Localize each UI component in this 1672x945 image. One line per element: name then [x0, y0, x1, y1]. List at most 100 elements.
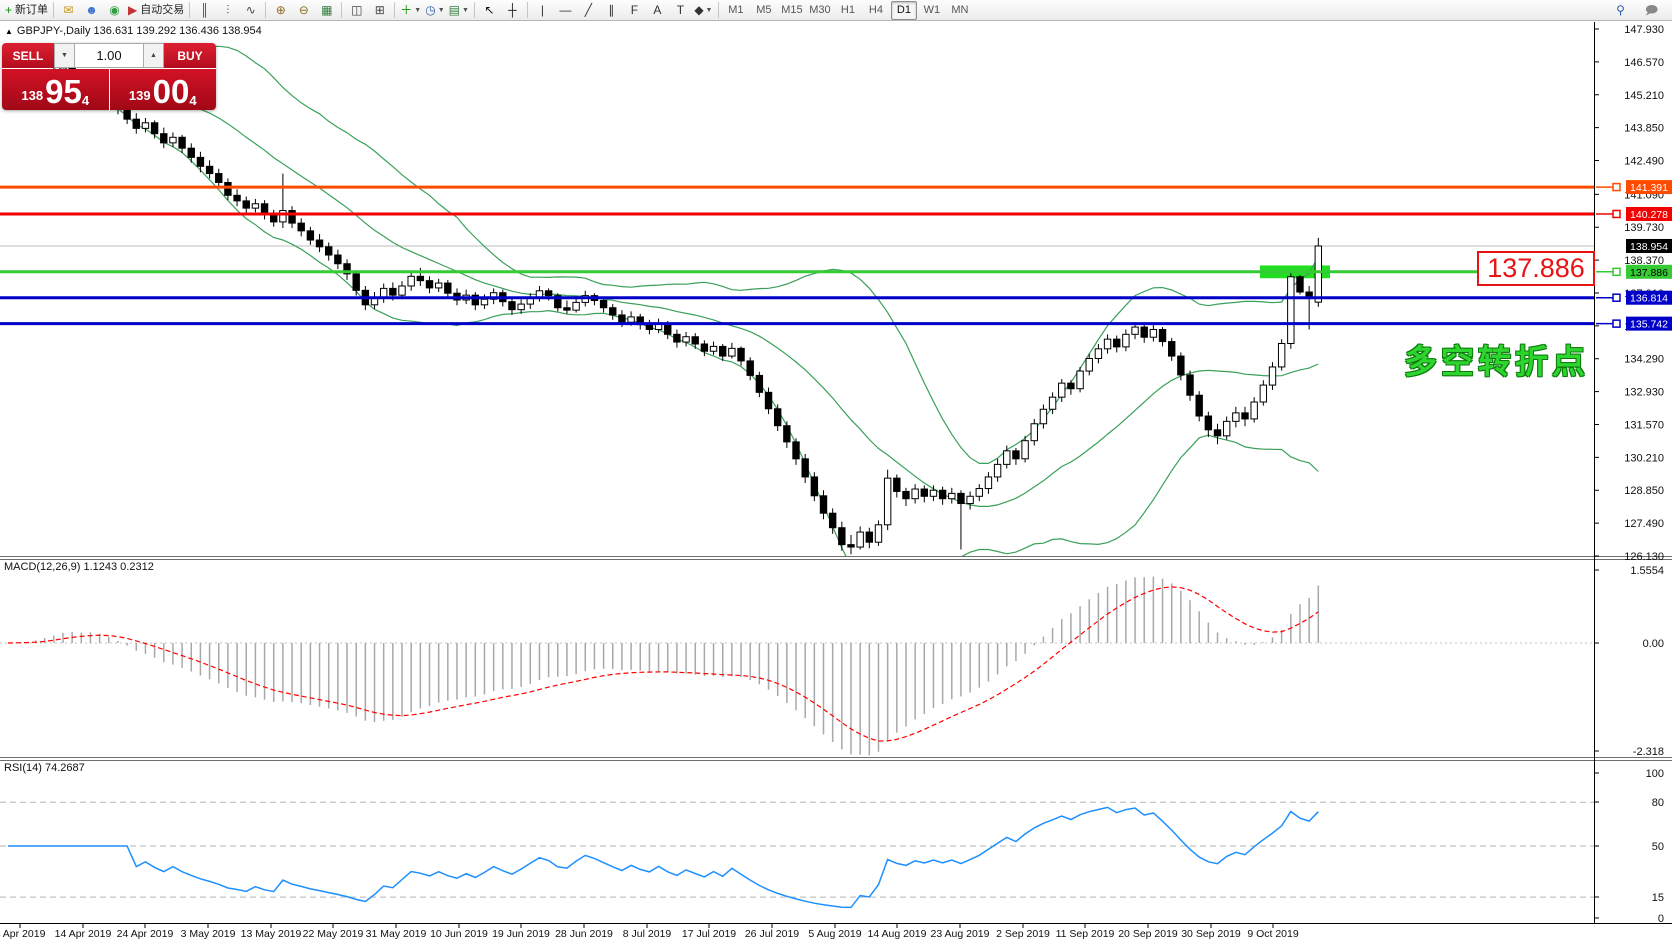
text-label-button[interactable]: T: [669, 1, 692, 19]
template-button[interactable]: ▤ ▼: [447, 1, 471, 19]
chat-button[interactable]: 🗩: [1640, 1, 1663, 19]
bearish-candle: [334, 254, 342, 265]
line-chart-button[interactable]: ∿: [239, 1, 262, 19]
bearish-candle: [1177, 355, 1185, 376]
price-tick-label: 139.730: [1624, 222, 1664, 234]
horizontal-line-button[interactable]: —: [554, 1, 577, 19]
toolbar-separator: [526, 2, 528, 18]
arrange-tile-icon: ⊞: [374, 3, 385, 17]
search-button[interactable]: ⚲: [1609, 1, 1632, 19]
timeframe-button-MN[interactable]: MN: [951, 4, 969, 16]
date-tick-label: 3 May 2019: [181, 928, 236, 940]
new-chart-button[interactable]: ＋ ▼: [398, 1, 423, 19]
crosshair-button[interactable]: ┼: [501, 1, 524, 19]
new-chart-icon: ＋: [400, 3, 413, 17]
timeframe-button-M1[interactable]: M1: [728, 4, 744, 16]
arrange-tile-button[interactable]: ⊞: [368, 1, 391, 19]
bearish-candle: [325, 246, 333, 256]
zoom-out-button[interactable]: ⊖: [292, 1, 315, 19]
bullish-candle: [1039, 408, 1048, 425]
bullish-candle: [279, 210, 287, 223]
community-button[interactable]: ☻: [80, 1, 103, 19]
bearish-candle: [132, 118, 140, 129]
text-button[interactable]: A: [646, 1, 669, 19]
new-order-button[interactable]: + 新订单: [3, 1, 50, 19]
bullish-candle: [1076, 370, 1084, 390]
buy-button[interactable]: BUY: [164, 43, 216, 68]
bearish-candle: [838, 527, 846, 546]
bullish-candle: [1122, 333, 1130, 348]
signal-button[interactable]: ◉: [103, 1, 126, 19]
bearish-candle: [920, 488, 928, 497]
sell-price-quote[interactable]: 138 95 4: [2, 69, 109, 110]
bearish-candle: [315, 239, 324, 248]
date-tick-label: 17 Jul 2019: [682, 928, 736, 940]
template-icon: ▤: [448, 3, 460, 17]
period-button[interactable]: ◷ ▼: [423, 1, 446, 19]
price-level-badge: [1626, 264, 1672, 279]
vertical-line-button[interactable]: |: [531, 1, 554, 19]
chevron-down-icon[interactable]: ▼: [705, 6, 713, 14]
volume-value[interactable]: 1.00: [75, 44, 143, 67]
bearish-candle: [196, 156, 205, 167]
price-callout-label[interactable]: 137.886: [1477, 251, 1595, 286]
bearish-candle: [444, 282, 452, 294]
macd-scale-label: 1.5554: [1630, 565, 1664, 577]
chevron-down-icon[interactable]: ▼: [414, 6, 422, 14]
price-level-badge: [1626, 206, 1672, 221]
bullish-candle: [251, 203, 260, 209]
bearish-candle: [123, 108, 131, 120]
chevron-down-icon[interactable]: ▼: [461, 6, 469, 14]
tile-windows-button[interactable]: ▦: [315, 1, 338, 19]
date-tick-label: 11 Sep 2019: [1056, 928, 1115, 940]
trendline-button[interactable]: ╱: [577, 1, 600, 19]
timeframe-button-H1[interactable]: H1: [840, 4, 855, 16]
arrange-cascade-button[interactable]: ◫: [345, 1, 368, 19]
bullish-candle: [929, 489, 938, 497]
sell-button[interactable]: SELL: [2, 43, 54, 68]
zoom-in-button[interactable]: ⊕: [269, 1, 292, 19]
timeframe-button-W1[interactable]: W1: [923, 4, 941, 16]
bar-chart-button[interactable]: ║: [193, 1, 216, 19]
date-tick-label: 24 Apr 2019: [117, 928, 174, 940]
fibonacci-button[interactable]: F: [623, 1, 646, 19]
bearish-candle: [719, 345, 727, 357]
cursor-button[interactable]: ↖: [478, 1, 501, 19]
bearish-candle: [938, 489, 947, 500]
bearish-candle: [764, 391, 773, 410]
timeframe-button-M15[interactable]: M15: [781, 4, 803, 16]
bullish-candle: [141, 122, 150, 129]
volume-decrease-button[interactable]: ▼: [54, 44, 75, 67]
price-tick-label: 145.210: [1624, 90, 1664, 102]
rsi-scale-label: 0: [1658, 913, 1664, 925]
bullish-candle: [966, 495, 974, 505]
mail-button[interactable]: ✉: [57, 1, 80, 19]
equidistant-channel-button[interactable]: ∥: [600, 1, 623, 19]
bollinger-middle-band: [7, 81, 1319, 507]
fibonacci-icon: F: [630, 3, 639, 17]
chevron-down-icon[interactable]: ▼: [437, 6, 445, 14]
toolbar-right-groups: ⚲ 🗩: [1609, 1, 1669, 19]
macd-scale-label: -2.318: [1633, 746, 1664, 758]
bearish-candle: [544, 290, 553, 297]
date-tick-label: 28 Jun 2019: [555, 928, 613, 940]
timeframe-button-D1[interactable]: D1: [890, 0, 917, 20]
bar-chart-icon: ║: [200, 3, 209, 17]
timeframe-button-M30[interactable]: M30: [809, 4, 831, 16]
collapse-triangle-icon[interactable]: ▲: [5, 27, 13, 36]
bearish-candle: [1158, 328, 1167, 343]
candlestick-chart-button[interactable]: ⫶: [216, 1, 239, 19]
date-tick-label: 20 Sep 2019: [1118, 928, 1178, 940]
timeframe-button-H4[interactable]: H4: [868, 4, 883, 16]
shapes-icon: ◆: [694, 3, 704, 17]
current-price-badge: [1626, 238, 1672, 253]
date-tick-label: 26 Jul 2019: [745, 928, 799, 940]
shapes-button[interactable]: ◆ ▼: [692, 1, 715, 19]
timeframe-button-M5[interactable]: M5: [756, 4, 772, 16]
buy-price-quote[interactable]: 139 00 4: [109, 69, 216, 110]
volume-increase-button[interactable]: ▲: [143, 44, 164, 67]
autotrade-button[interactable]: ▶ 自动交易: [126, 1, 186, 19]
chinese-annotation-text: 多空转折点: [1404, 343, 1589, 380]
date-tick-label: 9 Oct 2019: [1247, 928, 1299, 940]
